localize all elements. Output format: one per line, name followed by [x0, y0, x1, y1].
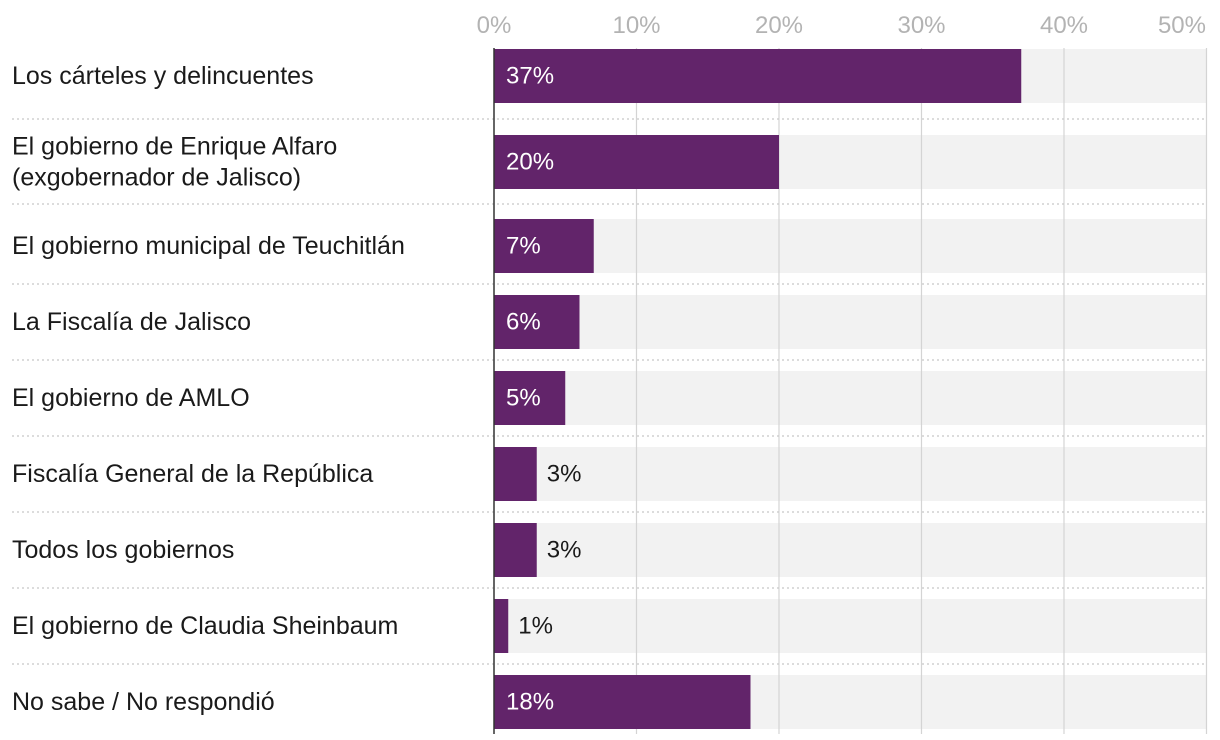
value-label: 3%	[547, 461, 582, 488]
category-label: Fiscalía General de la República	[12, 460, 373, 488]
bar	[494, 675, 751, 729]
category-label: Los cárteles y delincuentes	[12, 62, 314, 90]
bar	[494, 135, 779, 189]
value-label: 37%	[506, 63, 554, 90]
category-label-line: No sabe / No respondió	[12, 688, 275, 716]
category-label-line: Todos los gobiernos	[12, 536, 234, 564]
category-label: El gobierno municipal de Teuchitlán	[12, 232, 405, 260]
value-label: 7%	[506, 233, 541, 260]
category-label: El gobierno de Enrique Alfaro (exgobernad…	[12, 133, 337, 192]
bar	[494, 599, 509, 653]
bar	[494, 371, 566, 425]
bar-track	[494, 219, 1206, 273]
category-label-line: El gobierno de Claudia Sheinbaum	[12, 612, 398, 640]
bar-track	[494, 295, 1206, 349]
category-label-line: La Fiscalía de Jalisco	[12, 308, 251, 336]
bars	[494, 49, 1022, 729]
category-label-line: Fiscalía General de la República	[12, 460, 373, 488]
bar-track	[494, 599, 1206, 653]
bar	[494, 523, 537, 577]
row-separators	[12, 118, 1206, 665]
category-label: El gobierno de Claudia Sheinbaum	[12, 612, 398, 640]
value-label: 1%	[518, 613, 553, 640]
bar-track	[494, 371, 1206, 425]
value-label: 18%	[506, 689, 554, 716]
category-label: Todos los gobiernos	[12, 536, 234, 564]
category-labels: Los cárteles y delincuentes El gobierno d…	[12, 62, 405, 716]
x-tick-label: 30%	[897, 12, 945, 39]
x-tick-label: 20%	[755, 12, 803, 39]
x-tick-label: 0%	[477, 12, 512, 39]
category-label: El gobierno de AMLO	[12, 384, 250, 412]
category-label-line: El gobierno municipal de Teuchitlán	[12, 232, 405, 260]
value-labels: 37% 20% 7% 6% 5% 3% 3% 1% 18%	[506, 63, 581, 716]
category-label-line: Los cárteles y delincuentes	[12, 62, 314, 90]
bar	[494, 219, 594, 273]
x-tick-label: 40%	[1040, 12, 1088, 39]
category-label-line: El gobierno de AMLO	[12, 384, 250, 412]
category-label-line: El gobierno de Enrique Alfaro	[12, 133, 337, 161]
value-label: 20%	[506, 149, 554, 176]
bar	[494, 295, 580, 349]
value-label: 3%	[547, 537, 582, 564]
category-label-line: (exgobernador de Jalisco)	[12, 164, 301, 192]
category-label: No sabe / No respondió	[12, 688, 275, 716]
x-axis-tick-labels: 0% 10% 20% 30% 40% 50%	[477, 12, 1206, 39]
x-tick-label: 10%	[612, 12, 660, 39]
bar	[494, 447, 537, 501]
x-tick-label: 50%	[1158, 12, 1206, 39]
category-label: La Fiscalía de Jalisco	[12, 308, 251, 336]
value-label: 6%	[506, 309, 541, 336]
bar-track	[494, 447, 1206, 501]
bar	[494, 49, 1022, 103]
value-label: 5%	[506, 385, 541, 412]
bar-track	[494, 523, 1206, 577]
